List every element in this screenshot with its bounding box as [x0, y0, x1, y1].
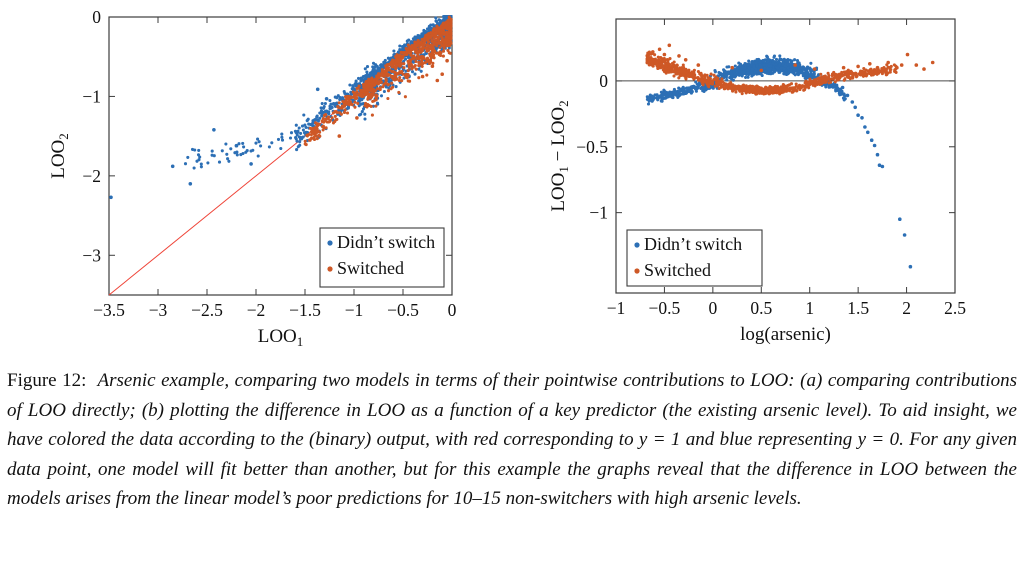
plot-a-y-tick-label: −3 — [82, 245, 101, 265]
plot-b-ticks — [615, 19, 956, 293]
plot-b-xlabel: log(arsenic) — [740, 324, 831, 345]
plot-b-x-tick-label: 1.5 — [847, 298, 869, 318]
plot-a-x-tick-label: −2 — [247, 300, 266, 320]
caption-label: Figure 12: — [7, 370, 92, 391]
legend-marker-blue — [327, 240, 333, 246]
legend-marker-orange — [634, 268, 640, 274]
plot-a-xlabel: LOO1 — [258, 326, 304, 349]
plot-a-x-tick-label: −3 — [149, 300, 168, 320]
plot-a-series-orange — [303, 15, 453, 147]
plot-a-legend-box — [319, 227, 445, 288]
figure-canvas: −3.5 −3 −2.5 −2 −1.5 −1 −0.5 0 0 −1 −2 −3 LOO1 LOO2 Di… — [48, 7, 966, 349]
plot-a-y-tick-label: −2 — [82, 166, 101, 186]
plot-b-x-tick-label: −0.5 — [649, 298, 681, 318]
plot-a-x-tick-label: −1.5 — [289, 300, 321, 320]
plot-a-x-tick-label: 0 — [448, 300, 457, 320]
plot-a-y-tick-label: −1 — [82, 86, 101, 106]
plot-a-y-tick-label: 0 — [92, 7, 101, 27]
plot-b-frame — [615, 18, 956, 294]
plot-a-legend: Didn’t switch Switched — [319, 227, 445, 288]
legend-label: Switched — [644, 260, 711, 280]
plot-a-x-tick-label: −2.5 — [191, 300, 223, 320]
legend-label: Didn’t switch — [337, 232, 435, 252]
figure-caption: Figure 12: Arsenic example, comparing tw… — [7, 366, 1017, 514]
plot-a: −3.5 −3 −2.5 −2 −1.5 −1 −0.5 0 0 −1 −2 −3 LOO1 LOO2 Di… — [48, 7, 457, 349]
plot-a-series-blue — [109, 15, 453, 200]
plot-b-x-tick-label: 0 — [708, 298, 717, 318]
plot-b-x-tick-label: −1 — [607, 298, 626, 318]
plot-b-legend-box — [626, 229, 763, 287]
plot-a-x-tick-label: −0.5 — [387, 300, 419, 320]
plot-a-x-tick-label: −3.5 — [93, 300, 125, 320]
plot-b-y-tick-label: −1 — [589, 203, 608, 223]
legend-label: Didn’t switch — [644, 234, 742, 254]
plot-a-ticks — [108, 16, 453, 295]
plot-b-x-tick-label: 2.5 — [944, 298, 966, 318]
plot-b-ylabel: LOO1 − LOO2 — [548, 100, 571, 211]
plot-b-legend: Didn’t switch Switched — [626, 229, 763, 287]
plot-b-x-tick-label: 0.5 — [750, 298, 772, 318]
plot-b-x-tick-label: 2 — [902, 298, 911, 318]
plot-a-ylabel: LOO2 — [48, 133, 71, 179]
legend-marker-blue — [634, 242, 640, 248]
plot-b-series-orange — [645, 43, 935, 96]
legend-label: Switched — [337, 258, 404, 278]
plot-a-x-tick-label: −1 — [345, 300, 364, 320]
plot-a-frame — [108, 16, 453, 296]
plot-b-y-tick-label: 0 — [599, 71, 608, 91]
legend-marker-orange — [327, 266, 333, 272]
plot-b: −1 −0.5 0 0.5 1 1.5 2 2.5 0 −0.5 −1 log(arsenic) LOO… — [548, 18, 966, 345]
caption-body: Arsenic example, comparing two models in… — [7, 370, 1018, 509]
plot-b-y-tick-label: −0.5 — [576, 137, 608, 157]
plot-b-x-tick-label: 1 — [805, 298, 814, 318]
